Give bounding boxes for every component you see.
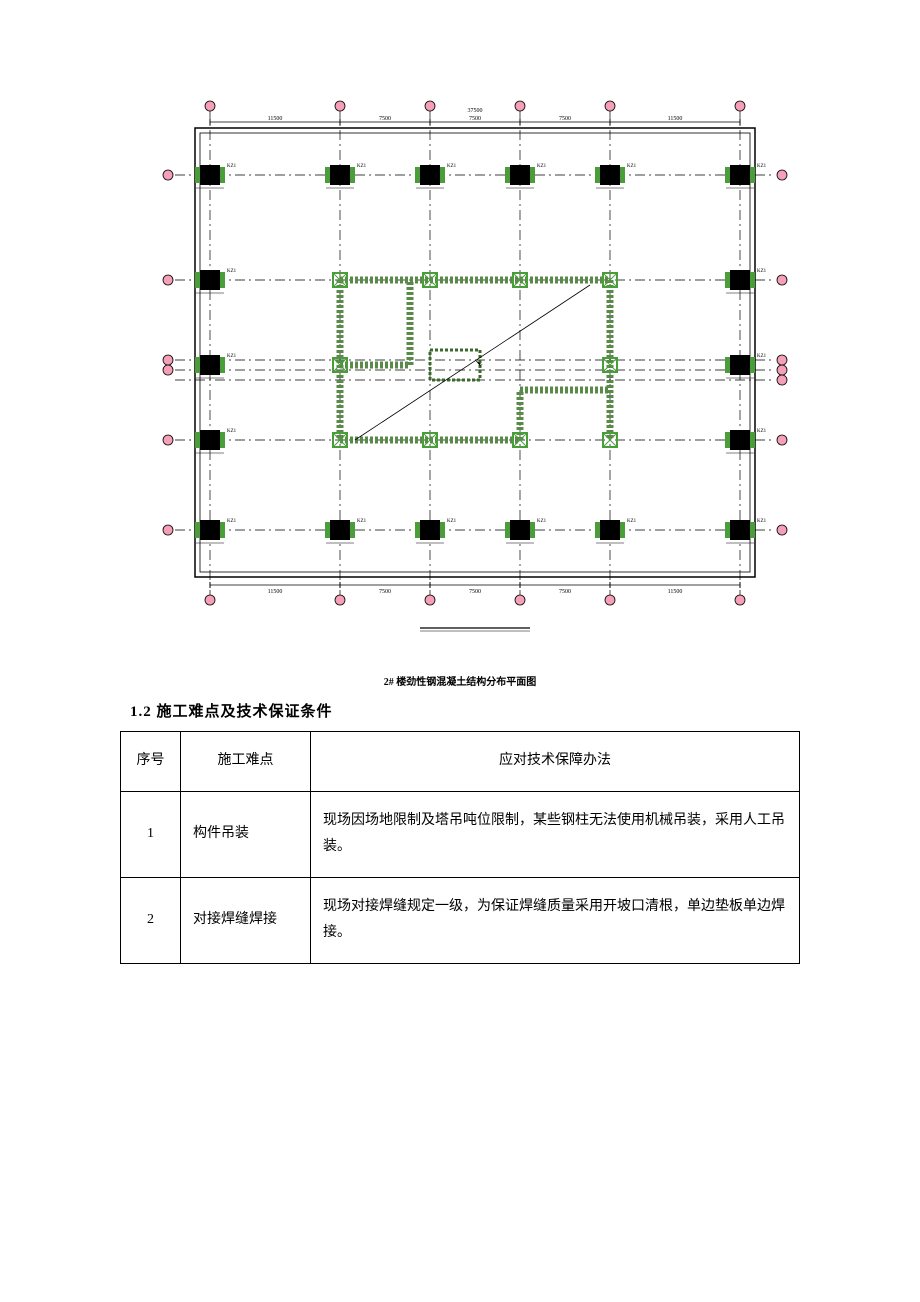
plan-svg: 11500 7500 7500 7500 11500 37500 11500 7500 7500… xyxy=(120,80,800,660)
svg-text:11500: 11500 xyxy=(268,116,283,122)
svg-text:KZ1: KZ1 xyxy=(227,429,237,434)
svg-text:KZ1: KZ1 xyxy=(447,164,457,169)
header-difficulty: 施工难点 xyxy=(181,732,311,792)
svg-text:37500: 37500 xyxy=(468,108,483,114)
cell-difficulty: 构件吊装 xyxy=(181,791,311,877)
section-title: 1.2 施工难点及技术保证条件 xyxy=(130,700,800,721)
svg-text:7500: 7500 xyxy=(469,116,481,122)
svg-text:11500: 11500 xyxy=(268,589,283,595)
svg-text:11500: 11500 xyxy=(668,116,683,122)
cell-solution: 现场因场地限制及塔吊吨位限制，某些钢柱无法使用机械吊装，采用人工吊装。 xyxy=(311,791,800,877)
cell-solution: 现场对接焊缝规定一级，为保证焊缝质量采用开坡口清根，单边垫板单边焊接。 xyxy=(311,877,800,963)
svg-text:KZ1: KZ1 xyxy=(627,519,637,524)
table-header-row: 序号 施工难点 应对技术保障办法 xyxy=(121,732,800,792)
svg-text:7500: 7500 xyxy=(469,589,481,595)
svg-text:7500: 7500 xyxy=(379,589,391,595)
cell-num: 2 xyxy=(121,877,181,963)
table-row: 1构件吊装现场因场地限制及塔吊吨位限制，某些钢柱无法使用机械吊装，采用人工吊装。 xyxy=(121,791,800,877)
svg-text:7500: 7500 xyxy=(379,116,391,122)
svg-text:KZ1: KZ1 xyxy=(757,429,767,434)
svg-text:KZ1: KZ1 xyxy=(357,164,367,169)
svg-text:KZ1: KZ1 xyxy=(227,519,237,524)
svg-text:11500: 11500 xyxy=(668,589,683,595)
difficulties-table: 序号 施工难点 应对技术保障办法 1构件吊装现场因场地限制及塔吊吨位限制，某些钢… xyxy=(120,731,800,964)
header-num: 序号 xyxy=(121,732,181,792)
svg-text:KZ1: KZ1 xyxy=(627,164,637,169)
svg-text:KZ1: KZ1 xyxy=(537,164,547,169)
svg-text:KZ1: KZ1 xyxy=(757,519,767,524)
svg-text:KZ1: KZ1 xyxy=(227,269,237,274)
svg-text:KZ1: KZ1 xyxy=(757,164,767,169)
header-solution: 应对技术保障办法 xyxy=(311,732,800,792)
svg-text:KZ1: KZ1 xyxy=(757,354,767,359)
cell-num: 1 xyxy=(121,791,181,877)
cell-difficulty: 对接焊缝焊接 xyxy=(181,877,311,963)
svg-text:KZ1: KZ1 xyxy=(357,519,367,524)
svg-text:7500: 7500 xyxy=(559,116,571,122)
svg-text:KZ1: KZ1 xyxy=(227,164,237,169)
diagram-caption: 2# 楼劲性钢混凝土结构分布平面图 xyxy=(120,673,800,688)
table-row: 2对接焊缝焊接现场对接焊缝规定一级，为保证焊缝质量采用开坡口清根，单边垫板单边焊… xyxy=(121,877,800,963)
svg-text:KZ1: KZ1 xyxy=(447,519,457,524)
svg-text:KZ1: KZ1 xyxy=(227,354,237,359)
structural-plan-diagram: 11500 7500 7500 7500 11500 37500 11500 7500 7500… xyxy=(120,80,800,660)
svg-text:KZ1: KZ1 xyxy=(537,519,547,524)
svg-text:KZ1: KZ1 xyxy=(757,269,767,274)
svg-text:7500: 7500 xyxy=(559,589,571,595)
